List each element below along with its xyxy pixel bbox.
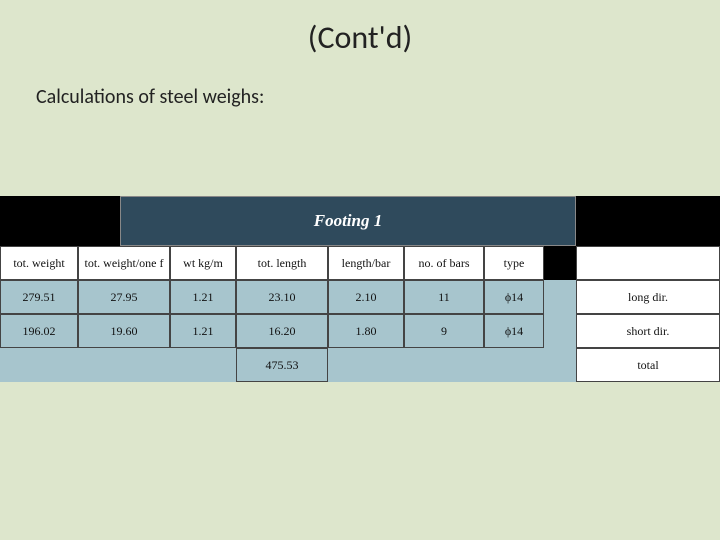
cell-tot-weight: 279.51: [0, 280, 78, 314]
total-value: 475.53: [236, 348, 328, 382]
table-header-row: tot. weight tot. weight/one f wt kg/m to…: [0, 246, 720, 280]
col-header-no-bars: no. of bars: [404, 246, 484, 280]
cell-tot-weight-one-f: 27.95: [78, 280, 170, 314]
cell-direction: long dir.: [576, 280, 720, 314]
slide-title: (Cont'd): [0, 0, 720, 57]
cell-gap: [544, 314, 576, 348]
cell-type: ϕ14: [484, 314, 544, 348]
cell-no-bars: 9: [404, 314, 484, 348]
total-spacer: [0, 348, 78, 382]
col-header-length-bar: length/bar: [328, 246, 404, 280]
total-spacer: [328, 348, 404, 382]
table-caption: Footing 1: [120, 196, 576, 246]
cell-length-bar: 2.10: [328, 280, 404, 314]
total-spacer: [484, 348, 544, 382]
table-total-row: 475.53 total: [0, 348, 720, 382]
col-header-type: type: [484, 246, 544, 280]
table-caption-band: Footing 1: [0, 196, 720, 246]
cell-tot-length: 23.10: [236, 280, 328, 314]
cell-length-bar: 1.80: [328, 314, 404, 348]
total-spacer: [78, 348, 170, 382]
cell-direction: short dir.: [576, 314, 720, 348]
col-gap: [544, 246, 576, 280]
col-header-direction: [576, 246, 720, 280]
cell-tot-length: 16.20: [236, 314, 328, 348]
cell-tot-weight: 196.02: [0, 314, 78, 348]
total-spacer: [404, 348, 484, 382]
col-header-tot-weight: tot. weight: [0, 246, 78, 280]
subtitle: Calculations of steel weighs:: [0, 57, 720, 109]
col-header-wt-kg-m: wt kg/m: [170, 246, 236, 280]
cell-wt-kg-m: 1.21: [170, 280, 236, 314]
cell-gap: [544, 280, 576, 314]
total-spacer: [544, 348, 576, 382]
table-row: 196.02 19.60 1.21 16.20 1.80 9 ϕ14 short…: [0, 314, 720, 348]
col-header-tot-weight-one-f: tot. weight/one f: [78, 246, 170, 280]
total-label: total: [576, 348, 720, 382]
col-header-tot-length: tot. length: [236, 246, 328, 280]
total-spacer: [170, 348, 236, 382]
cell-type: ϕ14: [484, 280, 544, 314]
steel-weight-table: Footing 1 tot. weight tot. weight/one f …: [0, 196, 720, 382]
table-row: 279.51 27.95 1.21 23.10 2.10 11 ϕ14 long…: [0, 280, 720, 314]
cell-tot-weight-one-f: 19.60: [78, 314, 170, 348]
cell-no-bars: 11: [404, 280, 484, 314]
cell-wt-kg-m: 1.21: [170, 314, 236, 348]
